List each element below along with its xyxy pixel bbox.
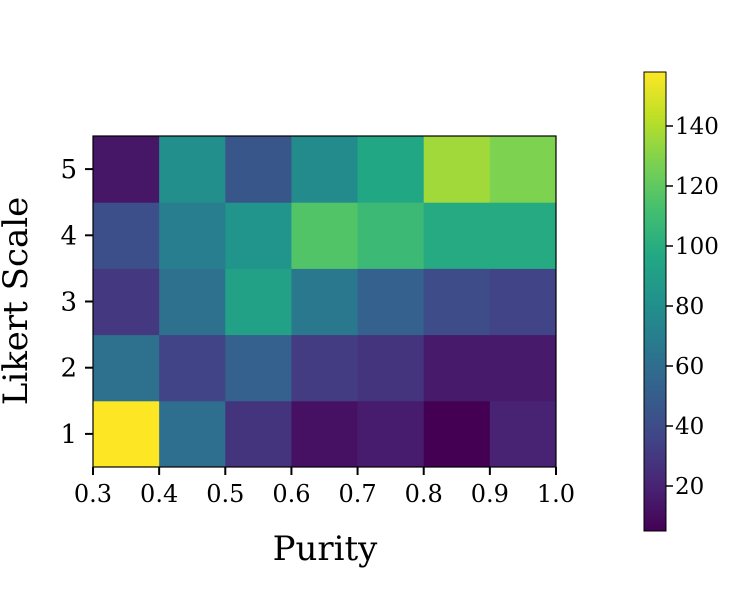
heatmap-cell bbox=[225, 136, 292, 203]
heatmap-cell bbox=[159, 400, 226, 468]
x-tick-label: 0.5 bbox=[206, 480, 244, 508]
colorbar-tick-label: 40 bbox=[675, 414, 704, 440]
x-axis-label: Purity bbox=[273, 529, 379, 569]
heatmap-cells bbox=[92, 135, 557, 468]
heatmap-cell bbox=[93, 268, 160, 336]
y-tick-label: 2 bbox=[60, 354, 77, 384]
heatmap-cell bbox=[93, 400, 160, 468]
x-tick-label: 1.0 bbox=[537, 480, 575, 508]
y-tick-label: 4 bbox=[60, 221, 77, 251]
colorbar-tick-label: 140 bbox=[675, 114, 719, 140]
heatmap-cell bbox=[291, 400, 359, 468]
heatmap-cell bbox=[225, 400, 292, 468]
heatmap-cell bbox=[225, 202, 292, 269]
colorbar: 20 40 60 80 100 120 140 bbox=[643, 71, 719, 532]
heatmap-cell bbox=[291, 202, 359, 269]
heatmap-cell bbox=[423, 136, 491, 203]
heatmap-cell bbox=[423, 400, 491, 468]
colorbar-tick-label: 120 bbox=[675, 174, 719, 200]
x-tick-label: 0.6 bbox=[272, 480, 310, 508]
y-tick-label: 3 bbox=[60, 288, 77, 318]
x-tick-label: 0.3 bbox=[74, 480, 112, 508]
colorbar-tick-label: 100 bbox=[675, 234, 719, 260]
heatmap-cell bbox=[489, 202, 557, 269]
x-tick-label: 0.7 bbox=[338, 480, 376, 508]
heatmap-cell bbox=[357, 202, 425, 269]
heatmap-cell bbox=[291, 334, 359, 402]
heatmap-cell bbox=[357, 268, 425, 336]
y-axis: 1 2 3 4 5 bbox=[60, 155, 93, 450]
heatmap-cell bbox=[159, 202, 226, 269]
heatmap-cell bbox=[423, 202, 491, 269]
heatmap-cell bbox=[291, 136, 359, 203]
heatmap-cell bbox=[159, 136, 226, 203]
heatmap-cell bbox=[159, 268, 226, 336]
heatmap-cell bbox=[423, 268, 491, 336]
heatmap-cell bbox=[489, 268, 557, 336]
heatmap-cell bbox=[357, 136, 425, 203]
heatmap-cell bbox=[93, 202, 160, 269]
heatmap-cell bbox=[489, 400, 557, 468]
heatmap-cell bbox=[225, 268, 292, 336]
y-tick-label: 1 bbox=[60, 420, 77, 450]
x-tick-label: 0.9 bbox=[471, 480, 509, 508]
colorbar-tick-label: 20 bbox=[675, 474, 704, 500]
x-tick-label: 0.8 bbox=[405, 480, 443, 508]
colorbar-tick-label: 60 bbox=[675, 354, 704, 380]
y-tick-label: 5 bbox=[60, 155, 77, 185]
heatmap-cell bbox=[159, 334, 226, 402]
heatmap-cell bbox=[357, 400, 425, 468]
heatmap-cell bbox=[291, 268, 359, 336]
heatmap-cell bbox=[489, 136, 557, 203]
heatmap-cell bbox=[93, 334, 160, 402]
heatmap-cell bbox=[423, 334, 491, 402]
x-axis: 0.3 0.4 0.5 0.6 0.7 0.8 0.9 1.0 bbox=[74, 467, 575, 508]
heatmap-cell bbox=[357, 334, 425, 402]
heatmap-cell bbox=[489, 334, 557, 402]
colorbar-tick-label: 80 bbox=[675, 294, 704, 320]
y-axis-label: Likert Scale bbox=[0, 197, 36, 406]
heatmap-cell bbox=[93, 136, 160, 203]
colorbar-gradient bbox=[643, 71, 667, 532]
x-tick-label: 0.4 bbox=[140, 480, 178, 508]
heatmap-cell bbox=[225, 334, 292, 402]
